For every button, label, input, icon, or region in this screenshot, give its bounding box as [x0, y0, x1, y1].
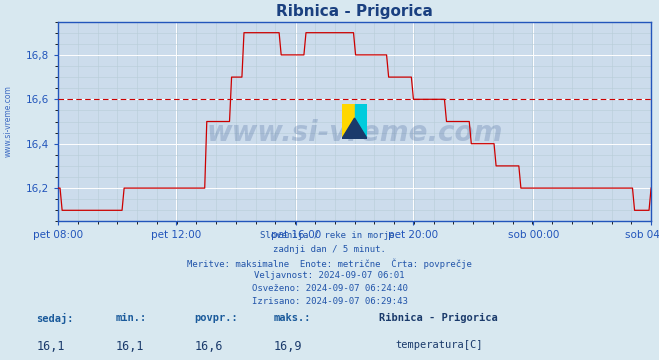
Text: Osveženo: 2024-09-07 06:24:40: Osveženo: 2024-09-07 06:24:40 — [252, 284, 407, 293]
Text: min.:: min.: — [115, 313, 146, 323]
Text: 16,6: 16,6 — [194, 340, 223, 353]
Text: 16,1: 16,1 — [115, 340, 144, 353]
Text: Ribnica - Prigorica: Ribnica - Prigorica — [379, 313, 498, 323]
Bar — [355, 104, 367, 139]
Text: Izrisano: 2024-09-07 06:29:43: Izrisano: 2024-09-07 06:29:43 — [252, 297, 407, 306]
Text: 16,1: 16,1 — [36, 340, 65, 353]
Text: 16,9: 16,9 — [273, 340, 302, 353]
Text: zadnji dan / 5 minut.: zadnji dan / 5 minut. — [273, 245, 386, 254]
Text: temperatura[C]: temperatura[C] — [395, 340, 483, 350]
Text: maks.:: maks.: — [273, 313, 311, 323]
Text: povpr.:: povpr.: — [194, 313, 238, 323]
Text: Meritve: maksimalne  Enote: metrične  Črta: povprečje: Meritve: maksimalne Enote: metrične Črta… — [187, 258, 472, 269]
Text: Slovenija / reke in morje.: Slovenija / reke in morje. — [260, 231, 399, 240]
Title: Ribnica - Prigorica: Ribnica - Prigorica — [276, 4, 433, 19]
Text: sedaj:: sedaj: — [36, 313, 74, 324]
Polygon shape — [342, 118, 367, 139]
Text: www.si-vreme.com: www.si-vreme.com — [3, 86, 13, 157]
Text: Veljavnost: 2024-09-07 06:01: Veljavnost: 2024-09-07 06:01 — [254, 271, 405, 280]
Bar — [342, 104, 355, 139]
Text: www.si-vreme.com: www.si-vreme.com — [206, 120, 503, 148]
